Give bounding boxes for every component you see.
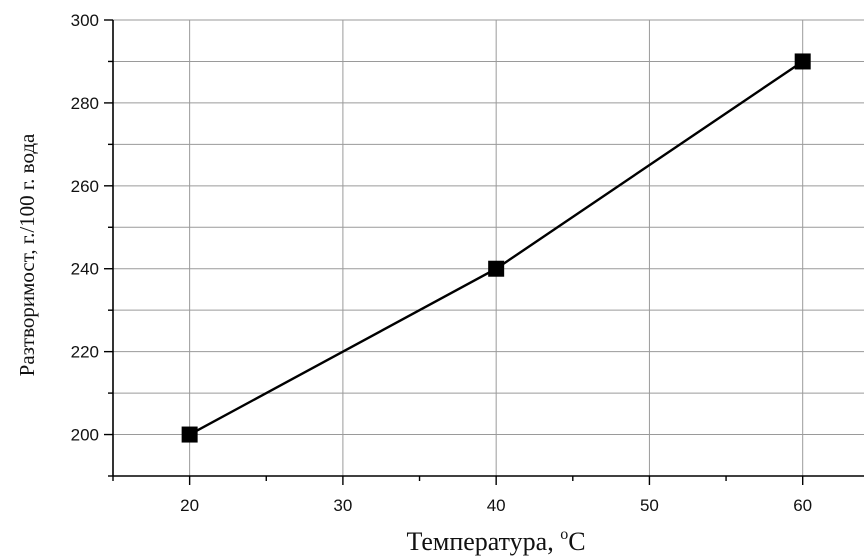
x-tick-label: 40 — [487, 496, 506, 515]
ticks-layer — [104, 19, 804, 485]
y-tick-label: 280 — [71, 94, 99, 113]
axes-layer — [112, 20, 864, 477]
x-tick-labels: 20 30 40 50 60 — [180, 496, 812, 515]
x-tick-label: 60 — [793, 496, 812, 515]
x-tick-label: 30 — [333, 496, 352, 515]
x-axis-title: Температура, oC — [406, 526, 585, 556]
x-tick-label: 50 — [640, 496, 659, 515]
series-layer — [181, 53, 811, 443]
data-point-marker — [794, 53, 811, 70]
y-tick-label: 220 — [71, 343, 99, 362]
y-tick-label: 260 — [71, 177, 99, 196]
data-point-marker — [181, 426, 198, 443]
data-point-marker — [488, 260, 505, 277]
y-tick-label: 300 — [71, 11, 99, 30]
x-tick-label: 20 — [180, 496, 199, 515]
y-tick-label: 240 — [71, 260, 99, 279]
y-axis-title: Разтворимост, г./100 г. вода — [15, 133, 39, 376]
y-tick-labels: 200 220 240 260 280 300 — [71, 11, 99, 445]
grid-layer — [113, 19, 864, 477]
y-tick-label: 200 — [71, 426, 99, 445]
